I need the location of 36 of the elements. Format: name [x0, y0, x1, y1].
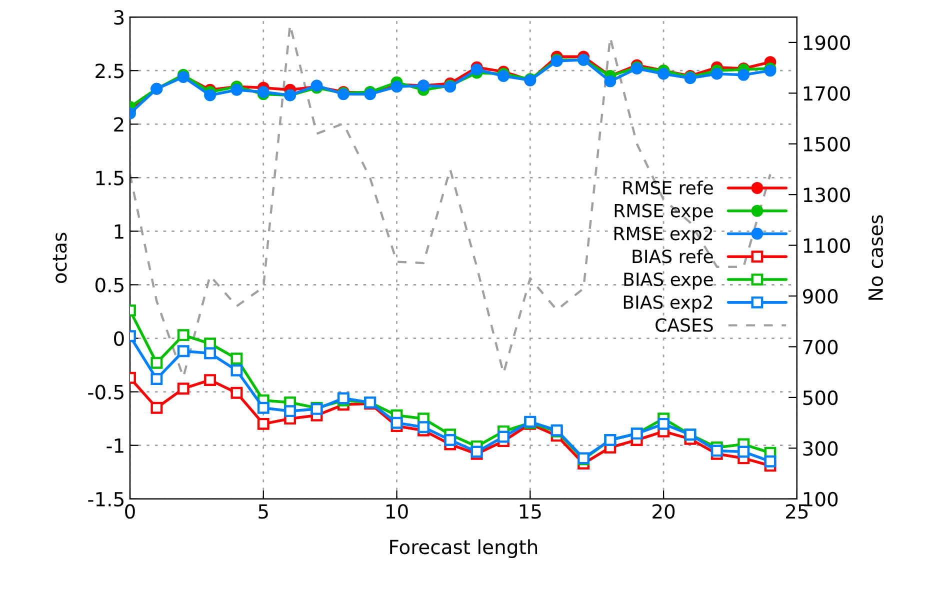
- x-axis-title: Forecast length: [390, 539, 538, 558]
- legend-label: RMSE exp2: [614, 226, 712, 244]
- y2-tick-label: 300: [803, 441, 838, 456]
- y-tick-label: 1.5: [96, 170, 124, 186]
- x-tick-label: 20: [652, 504, 675, 519]
- y-tick-label: 3: [114, 10, 124, 25]
- y-tick-label: 2: [114, 117, 124, 132]
- y2-tick-label: 1700: [804, 86, 850, 101]
- y2-tick-label: 900: [803, 288, 838, 304]
- legend-label: CASES: [656, 318, 713, 332]
- y-tick-label: -0.5: [88, 384, 124, 400]
- legend-label: BIAS expe: [624, 272, 713, 290]
- legend-label: RMSE expe: [614, 204, 713, 221]
- legend-label: RMSE refe: [623, 180, 713, 195]
- x-tick-label: 5: [258, 504, 268, 519]
- y-tick-label: -1.5: [88, 492, 124, 507]
- legend-label: BIAS refe: [632, 249, 713, 264]
- y2-axis-title: No cases: [868, 215, 883, 300]
- y2-tick-label: 100: [804, 492, 838, 507]
- x-tick-label: 15: [520, 504, 541, 519]
- y-tick-label: 0.5: [95, 278, 124, 292]
- y2-tick-label: 1900: [804, 35, 850, 50]
- x-tick-label: 25: [786, 504, 808, 519]
- y-tick-label: 2.5: [96, 64, 124, 78]
- y2-tick-label: 500: [803, 390, 838, 406]
- legend-label: BIAS exp2: [624, 295, 712, 312]
- y-tick-label: 1: [114, 224, 124, 239]
- x-tick-label: 0: [125, 504, 135, 519]
- y2-tick-label: 1100: [804, 238, 850, 253]
- y2-tick-label: 700: [803, 340, 838, 354]
- y-tick-label: 0: [114, 331, 124, 346]
- y2-tick-label: 1300: [804, 188, 850, 202]
- x-tick-label: 10: [386, 504, 408, 519]
- y2-tick-label: 1500: [804, 136, 850, 152]
- y-tick-label: -1: [106, 438, 124, 453]
- y-axis-title: octas: [52, 232, 67, 284]
